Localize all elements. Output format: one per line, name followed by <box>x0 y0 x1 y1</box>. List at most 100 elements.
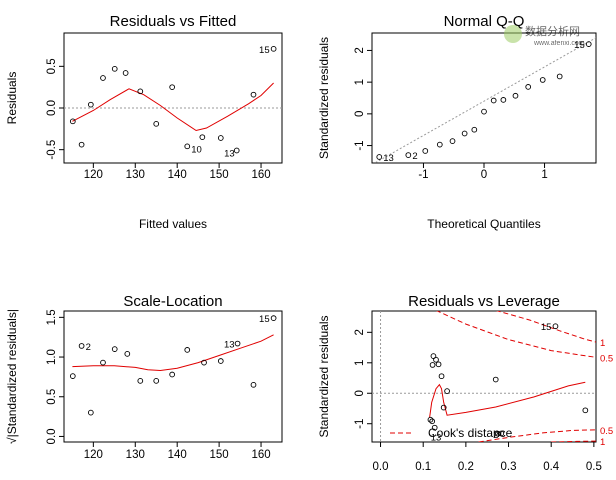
data-point <box>184 347 191 353</box>
residuals-vs-fitted-panel: Residuals vs Fitted Fitted values Residual… <box>5 13 283 231</box>
data-point <box>69 373 76 379</box>
x-axis-label: Theoretical Quantiles <box>427 217 540 231</box>
data-point <box>585 41 592 47</box>
data-point <box>153 378 160 384</box>
y-tick-label: 2 <box>354 329 366 335</box>
data-point <box>270 45 277 52</box>
data-point <box>169 84 176 91</box>
chart-title: Residuals vs Leverage <box>408 293 560 310</box>
y-axis-label: Residuals <box>5 72 19 125</box>
x-tick-label: 120 <box>84 449 103 461</box>
point-label: 15 <box>574 40 585 51</box>
x-tick-label: 1 <box>541 169 547 181</box>
data-point <box>481 108 487 115</box>
data-point <box>431 424 438 431</box>
y-tick-label: 1 <box>354 360 366 366</box>
data-point <box>122 70 129 76</box>
point-label: 15 <box>259 45 270 56</box>
data-point <box>429 362 436 368</box>
chart-title: Scale-Location <box>123 293 222 310</box>
chart-title: Normal Q-Q <box>444 13 525 30</box>
plot-area <box>373 37 596 163</box>
data-point <box>471 126 478 133</box>
data-point <box>111 65 118 72</box>
point-label: 13 <box>224 149 235 160</box>
data-point <box>492 376 499 383</box>
x-tick-label: 150 <box>210 169 229 181</box>
data-point <box>153 120 160 127</box>
data-point <box>556 73 563 80</box>
data-point <box>137 88 144 95</box>
x-tick-label: 160 <box>251 169 270 181</box>
cooks-distance-contour <box>478 429 596 442</box>
data-point <box>78 343 85 349</box>
y-tick-label: 0.0 <box>46 100 58 116</box>
x-tick-label: 0.0 <box>373 461 389 473</box>
plot-frame <box>371 32 597 164</box>
point-label: 13 <box>383 153 394 164</box>
x-tick-label: 0 <box>481 169 487 181</box>
watermark-logo-icon <box>504 25 522 43</box>
x-tick-label: 160 <box>251 449 270 461</box>
data-point <box>100 359 106 366</box>
cooks-contour-label: 1 <box>600 338 605 349</box>
scale-location-panel: Scale-Location √|Standardized residuals| 1… <box>5 293 283 461</box>
y-tick-label: 0.5 <box>46 389 58 405</box>
x-tick-label: 0.4 <box>543 461 560 473</box>
y-tick-label: 1.0 <box>46 349 58 365</box>
x-tick-label: 150 <box>210 449 229 461</box>
data-point <box>137 378 144 384</box>
point-label: 13 <box>224 340 235 351</box>
data-point <box>124 351 131 357</box>
watermark-url: www.afenxi.com <box>533 40 585 47</box>
plot-area <box>64 45 282 154</box>
data-point <box>430 353 437 359</box>
data-point <box>78 141 85 148</box>
x-tick-label: 130 <box>126 449 145 461</box>
x-axis-label: Fitted values <box>139 217 207 231</box>
data-point <box>111 346 118 352</box>
plot-area <box>372 311 596 442</box>
data-point <box>500 97 507 103</box>
y-tick-label: 0.5 <box>46 58 58 74</box>
point-label: 10 <box>191 144 202 155</box>
data-point <box>87 409 94 416</box>
residuals-vs-leverage-panel: Residuals vs Leverage Standardized residu… <box>317 293 613 473</box>
plot-area <box>69 315 277 416</box>
data-point <box>435 361 442 368</box>
data-point <box>438 373 445 380</box>
cooks-legend-label: Cook's distance <box>428 426 513 440</box>
point-label: 13 <box>431 433 442 444</box>
x-tick-label: 0.2 <box>458 461 474 473</box>
data-point <box>449 138 456 144</box>
data-point <box>552 323 559 330</box>
y-tick-label: 0 <box>354 390 366 396</box>
data-point <box>233 147 240 154</box>
y-tick-label: 2 <box>354 47 366 53</box>
data-point <box>169 371 176 378</box>
data-point <box>461 130 468 137</box>
y-tick-label: 0 <box>354 111 366 117</box>
y-axis-label: √|Standardized residuals| <box>5 309 19 444</box>
data-point <box>444 388 450 394</box>
data-point <box>582 407 589 414</box>
plot-frame <box>63 32 283 164</box>
point-label: 15 <box>259 314 270 325</box>
data-point <box>250 381 257 388</box>
x-tick-label: 0.1 <box>415 461 431 473</box>
x-tick-label: 0.5 <box>586 461 602 473</box>
data-point <box>422 148 429 154</box>
watermark-text: 数据分析网 <box>525 24 580 38</box>
smooth-line <box>429 381 586 418</box>
y-tick-label: -1 <box>354 419 366 429</box>
cooks-contour-label: 1 <box>600 437 605 448</box>
y-tick-label: -0.5 <box>46 140 58 160</box>
point-label: 15 <box>541 322 552 333</box>
data-point <box>234 340 241 347</box>
x-tick-label: 140 <box>168 449 187 461</box>
plot-frame <box>371 310 597 443</box>
data-point <box>376 154 383 160</box>
y-axis-label: Standardized residuals <box>317 315 331 437</box>
qq-reference-line <box>373 37 596 163</box>
data-point <box>184 143 191 150</box>
